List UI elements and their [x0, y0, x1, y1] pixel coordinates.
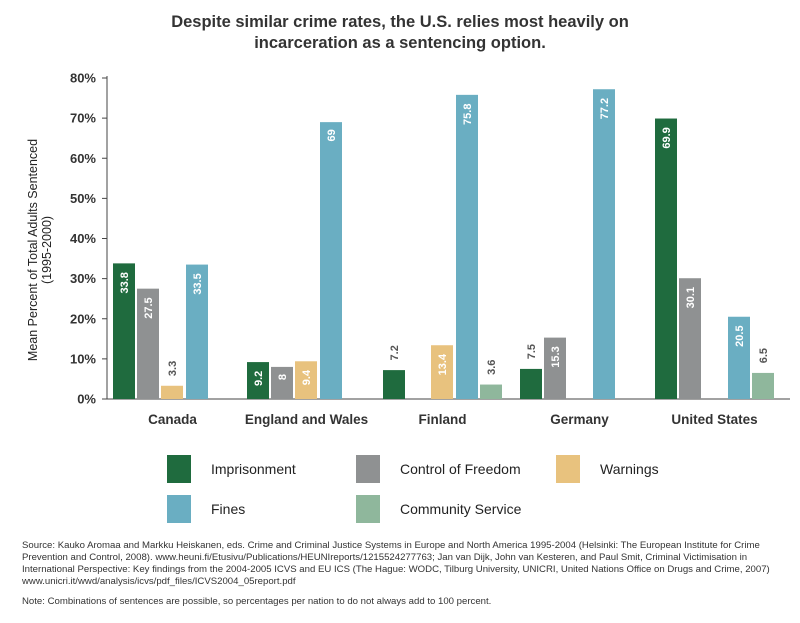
- bar-imprisonment-2: [383, 370, 405, 399]
- legend-label-fines: Fines: [211, 501, 246, 517]
- bar-value-label-fines-3: 77.2: [599, 98, 611, 119]
- bar-value-label-control-of-freedom-4: 30.1: [685, 287, 697, 308]
- bar-fines-4: [728, 316, 750, 399]
- bar-imprisonment-3: [520, 368, 542, 399]
- bar-community-service-2: [480, 384, 502, 399]
- bar-value-label-control-of-freedom-3: 15.3: [550, 346, 562, 367]
- bar-control-of-freedom-3: [544, 337, 566, 399]
- bar-community-service-4: [752, 372, 774, 399]
- y-tick-label-60: 60%: [70, 151, 96, 166]
- y-axis-title-line-2: (1995-2000): [40, 216, 54, 284]
- bar-value-label-imprisonment-3: 7.5: [526, 344, 538, 359]
- x-category-label-0: Canada: [148, 412, 197, 427]
- legend-swatch-community-service: [356, 495, 380, 523]
- bar-imprisonment-0: [113, 263, 135, 399]
- bar-fines-0: [186, 264, 208, 399]
- bar-imprisonment-4: [655, 118, 677, 400]
- bar-control-of-freedom-0: [137, 288, 159, 399]
- bar-fines-2: [456, 94, 478, 399]
- bar-warnings-1: [295, 361, 317, 399]
- y-axis-title-line-1: Mean Percent of Total Adults Sentenced: [26, 139, 40, 361]
- legend-swatch-imprisonment: [167, 455, 191, 483]
- bar-value-label-control-of-freedom-0: 27.5: [143, 297, 155, 318]
- y-tick-label-80: 80%: [70, 71, 96, 86]
- y-tick-label-0: 0%: [77, 392, 96, 407]
- bar-value-label-fines-1: 69: [326, 129, 338, 141]
- y-tick-label-40: 40%: [70, 231, 96, 246]
- y-tick-label-70: 70%: [70, 111, 96, 126]
- bar-control-of-freedom-4: [679, 278, 701, 399]
- bar-value-label-community-service-4: 6.5: [758, 348, 770, 363]
- y-tick-label-50: 50%: [70, 191, 96, 206]
- bar-value-label-control-of-freedom-1: 8: [277, 374, 289, 380]
- legend-item-fines: Fines: [167, 495, 245, 523]
- x-category-label-1: England and Wales: [245, 412, 368, 427]
- bar-warnings-2: [431, 345, 453, 399]
- bar-warnings-0: [161, 385, 183, 399]
- legend-item-community-service: Community Service: [356, 495, 521, 523]
- legend-swatch-warnings: [556, 455, 580, 483]
- bar-fines-3: [593, 89, 615, 400]
- bar-value-label-warnings-2: 13.4: [437, 353, 449, 375]
- legend-label-warnings: Warnings: [600, 461, 659, 477]
- y-tick-label-10: 10%: [70, 351, 96, 366]
- chart-title: Despite similar crime rates, the U.S. re…: [0, 12, 800, 54]
- bar-control-of-freedom-1: [271, 366, 293, 399]
- bar-chart: Mean Percent of Total Adults Sentenced (1…: [26, 71, 790, 427]
- legend-swatch-control-of-freedom: [356, 455, 380, 483]
- bar-value-label-warnings-1: 9.4: [301, 369, 313, 385]
- x-category-label-2: Finland: [419, 412, 467, 427]
- chart-title-line-2: incarceration as a sentencing option.: [254, 34, 546, 52]
- source-citation: Source: Kauko Aromaa and Markku Heiskane…: [22, 540, 770, 587]
- x-category-label-3: Germany: [550, 412, 609, 427]
- bar-value-label-imprisonment-4: 69.9: [661, 127, 673, 148]
- legend-swatch-fines: [167, 495, 191, 523]
- chart-title-line-1: Despite similar crime rates, the U.S. re…: [171, 13, 629, 31]
- bar-value-label-fines-2: 75.8: [462, 104, 474, 125]
- legend-label-control-of-freedom: Control of Freedom: [400, 461, 521, 477]
- x-category-label-4: United States: [671, 412, 757, 427]
- bar-value-label-imprisonment-0: 33.8: [119, 272, 131, 293]
- bar-value-label-warnings-0: 3.3: [167, 361, 179, 376]
- bar-value-label-community-service-2: 3.6: [486, 360, 498, 375]
- bar-imprisonment-1: [247, 362, 269, 399]
- y-tick-label-30: 30%: [70, 271, 96, 286]
- legend-label-community-service: Community Service: [400, 501, 522, 517]
- legend-item-imprisonment: Imprisonment: [167, 455, 296, 483]
- legend-item-control-of-freedom: Control of Freedom: [356, 455, 521, 483]
- bar-fines-1: [320, 122, 342, 399]
- bar-value-label-fines-0: 33.5: [192, 273, 204, 294]
- bar-value-label-imprisonment-2: 7.2: [389, 345, 401, 360]
- bar-value-label-imprisonment-1: 9.2: [253, 371, 265, 386]
- bar-value-label-fines-4: 20.5: [734, 325, 746, 346]
- legend-label-imprisonment: Imprisonment: [211, 461, 296, 477]
- footnote: Note: Combinations of sentences are poss…: [22, 596, 492, 607]
- y-tick-label-20: 20%: [70, 311, 96, 326]
- legend-item-warnings: Warnings: [556, 455, 659, 483]
